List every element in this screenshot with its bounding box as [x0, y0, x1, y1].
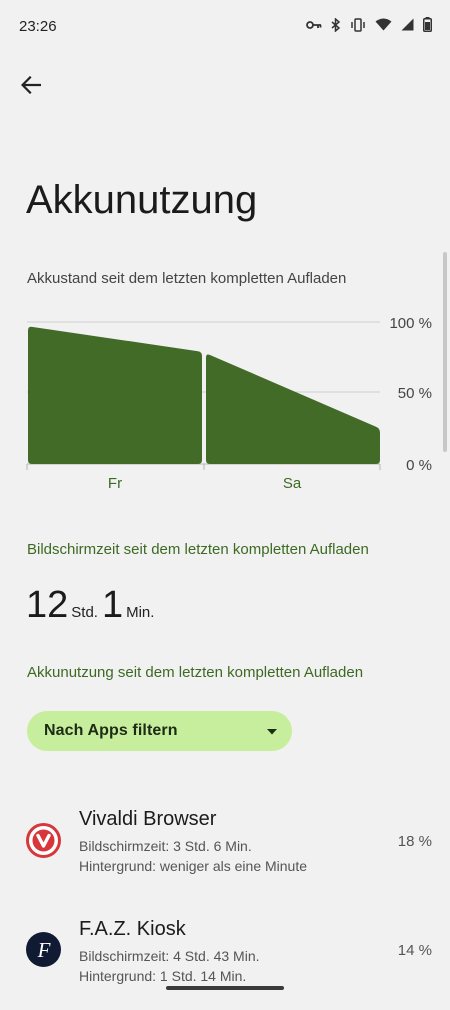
y-tick-50: 50 % [398, 385, 432, 402]
back-button[interactable] [14, 68, 48, 102]
battery-area-sa [206, 354, 380, 464]
key-icon [306, 19, 322, 31]
screen-time-value: 12 Std. 1 Min. [26, 584, 158, 627]
app-background-time: Hintergrund: weniger als eine Minute [79, 858, 308, 874]
status-icons [306, 17, 432, 32]
app-name: F.A.Z. Kiosk [79, 918, 186, 940]
arrow-back-icon [21, 76, 41, 94]
x-label-fr: Fr [108, 475, 122, 492]
status-time: 23:26 [19, 18, 57, 35]
vibrate-icon [350, 17, 366, 32]
screen-time-label: Bildschirmzeit seit dem letzten komplett… [27, 541, 369, 558]
battery-icon [423, 17, 432, 32]
y-tick-100: 100 % [389, 315, 432, 332]
x-label-sa: Sa [283, 475, 302, 492]
page-title: Akkunutzung [26, 178, 258, 222]
screen-time-minutes-unit: Min. [126, 604, 155, 621]
battery-area-fr [28, 326, 202, 464]
app-row-faz[interactable]: F F.A.Z. Kiosk Bildschirmzeit: 4 Std. 43… [0, 910, 450, 1010]
wifi-icon [375, 18, 392, 31]
battery-chart: 100 % 50 % 0 % Fr Sa [0, 300, 450, 500]
app-percent: 14 % [397, 942, 432, 959]
screen-time-hours: 12 [26, 584, 69, 626]
app-name: Vivaldi Browser [79, 808, 217, 830]
app-screen-time: Bildschirmzeit: 3 Std. 6 Min. [79, 838, 252, 854]
screen-time-minutes: 1 [101, 584, 124, 626]
signal-icon [401, 18, 414, 31]
app-background-time: Hintergrund: 1 Std. 14 Min. [79, 968, 247, 984]
chart-caption: Akkustand seit dem letzten kompletten Au… [27, 270, 347, 287]
scrollbar[interactable] [443, 252, 447, 452]
filter-dropdown[interactable]: Nach Apps filtern [27, 711, 292, 751]
dropdown-arrow-icon [267, 729, 277, 735]
home-indicator[interactable] [166, 986, 284, 990]
screen-time-hours-unit: Std. [71, 604, 98, 621]
bluetooth-icon [331, 17, 341, 32]
filter-label: Nach Apps filtern [44, 722, 178, 739]
vivaldi-icon [26, 823, 61, 858]
app-screen-time: Bildschirmzeit: 4 Std. 43 Min. [79, 948, 260, 964]
app-row-vivaldi[interactable]: Vivaldi Browser Bildschirmzeit: 3 Std. 6… [0, 800, 450, 900]
svg-text:F: F [36, 938, 50, 962]
app-percent: 18 % [397, 833, 432, 850]
y-tick-0: 0 % [406, 457, 432, 474]
battery-usage-label: Akkunutzung seit dem letzten kompletten … [27, 664, 364, 681]
status-bar: 23:26 [0, 0, 450, 54]
faz-icon: F [26, 932, 61, 967]
